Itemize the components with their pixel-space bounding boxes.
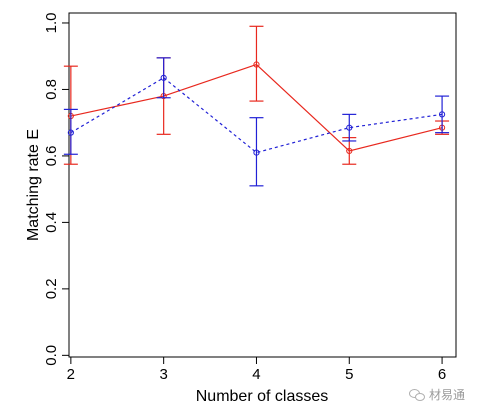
series-2 [63,57,450,187]
data-point [438,111,446,118]
data-point [253,61,260,68]
plot-frame [68,12,457,358]
data-point [346,147,353,155]
x-tick-label: 6 [438,366,446,383]
data-point [346,124,353,131]
data-point [67,129,74,136]
wechat-icon [408,388,425,401]
y-tick-label: 0.4 [43,212,60,233]
data-point [253,149,260,156]
y-tick-label: 0.8 [43,79,60,100]
y-axis-title: Matching rate E [25,129,42,241]
y-tick-label: 1.0 [43,13,60,34]
x-tick-label: 5 [345,366,353,383]
x-tick-label: 4 [252,366,260,383]
watermark-text: 材易通 [428,388,465,402]
y-axis: 0.0 0.2 0.4 0.6 0.8 1.0 [43,13,69,366]
x-tick-label: 3 [159,366,167,383]
series-line [70,77,443,154]
watermark: 材易通 [408,386,465,403]
x-axis-title: Number of classes [196,388,329,405]
y-tick-label: 0.0 [43,345,60,366]
x-tick-label: 2 [67,366,75,383]
y-tick-label: 0.6 [43,145,60,166]
x-axis: 2 3 4 5 6 [67,357,446,383]
y-tick-label: 0.2 [43,278,60,299]
series-layer [63,25,450,187]
data-point [160,74,167,81]
